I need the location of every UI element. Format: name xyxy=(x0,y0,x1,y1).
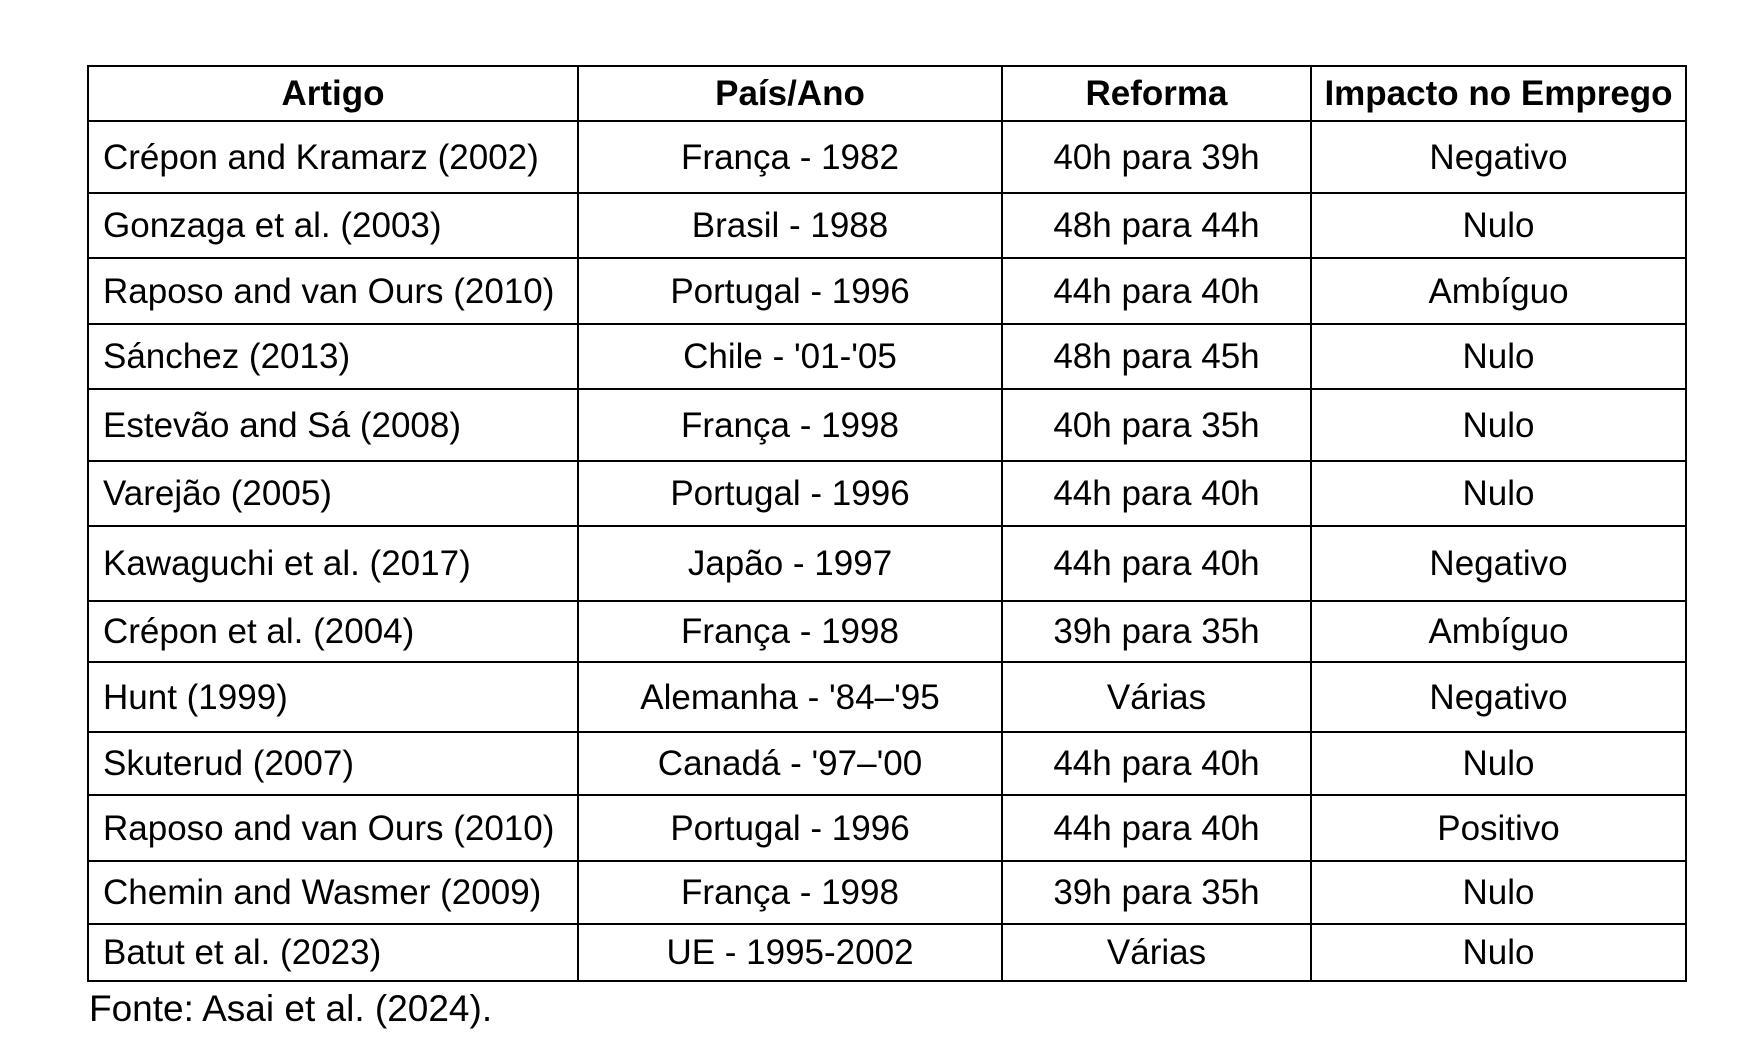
cell-impacto: Nulo xyxy=(1310,860,1687,925)
cell-reforma: Várias xyxy=(1001,661,1312,733)
cell-impacto: Nulo xyxy=(1310,388,1687,462)
cell-artigo: Skuterud (2007) xyxy=(87,731,579,796)
table-row: Chemin and Wasmer (2009) França - 1998 39h… xyxy=(87,860,1687,925)
cell-reforma: 44h para 40h xyxy=(1001,257,1312,325)
cell-reforma: 39h para 35h xyxy=(1001,600,1312,663)
cell-pais-ano: Portugal - 1996 xyxy=(577,460,1003,527)
table-header: Artigo País/Ano Reforma Impacto no Empre… xyxy=(87,65,1687,122)
studies-table: Artigo País/Ano Reforma Impacto no Empre… xyxy=(87,65,1687,982)
cell-pais-ano: França - 1998 xyxy=(577,600,1003,663)
cell-artigo: Chemin and Wasmer (2009) xyxy=(87,860,579,925)
cell-pais-ano: Portugal - 1996 xyxy=(577,794,1003,862)
cell-reforma: 40h para 39h xyxy=(1001,120,1312,194)
cell-artigo: Crépon and Kramarz (2002) xyxy=(87,120,579,194)
table-row: Batut et al. (2023) UE - 1995-2002 Várias N… xyxy=(87,923,1687,982)
cell-impacto: Ambíguo xyxy=(1310,257,1687,325)
table-row: Crépon et al. (2004) França - 1998 39h par… xyxy=(87,600,1687,663)
cell-artigo: Varejão (2005) xyxy=(87,460,579,527)
cell-reforma: 39h para 35h xyxy=(1001,860,1312,925)
cell-pais-ano: Brasil - 1988 xyxy=(577,192,1003,259)
cell-artigo: Sánchez (2013) xyxy=(87,323,579,390)
cell-artigo: Raposo and van Ours (2010) xyxy=(87,794,579,862)
cell-artigo: Hunt (1999) xyxy=(87,661,579,733)
cell-impacto: Nulo xyxy=(1310,731,1687,796)
table-row: Kawaguchi et al. (2017) Japão - 1997 44h p… xyxy=(87,525,1687,602)
table-row: Hunt (1999) Alemanha - '84–'95 Várias Negat… xyxy=(87,661,1687,733)
table-row: Sánchez (2013) Chile - '01-'05 48h para 45… xyxy=(87,323,1687,390)
cell-impacto: Ambíguo xyxy=(1310,600,1687,663)
cell-reforma: 48h para 45h xyxy=(1001,323,1312,390)
header-pais-ano: País/Ano xyxy=(577,65,1003,122)
cell-pais-ano: França - 1982 xyxy=(577,120,1003,194)
header-reforma: Reforma xyxy=(1001,65,1312,122)
cell-pais-ano: UE - 1995-2002 xyxy=(577,923,1003,982)
header-artigo: Artigo xyxy=(87,65,579,122)
table-row: Skuterud (2007) Canadá - '97–'00 44h para … xyxy=(87,731,1687,796)
cell-impacto: Negativo xyxy=(1310,661,1687,733)
studies-table-container: Artigo País/Ano Reforma Impacto no Empre… xyxy=(87,65,1687,982)
source-note: Fonte: Asai et al. (2024). xyxy=(89,988,493,1029)
table-row: Crépon and Kramarz (2002) França - 1982 40… xyxy=(87,120,1687,194)
cell-reforma: 44h para 40h xyxy=(1001,731,1312,796)
cell-artigo: Estevão and Sá (2008) xyxy=(87,388,579,462)
cell-impacto: Nulo xyxy=(1310,460,1687,527)
cell-reforma: 44h para 40h xyxy=(1001,460,1312,527)
header-row: Artigo País/Ano Reforma Impacto no Empre… xyxy=(87,65,1687,122)
cell-pais-ano: Portugal - 1996 xyxy=(577,257,1003,325)
cell-reforma: 44h para 40h xyxy=(1001,794,1312,862)
cell-artigo: Kawaguchi et al. (2017) xyxy=(87,525,579,602)
cell-impacto: Nulo xyxy=(1310,192,1687,259)
cell-pais-ano: Japão - 1997 xyxy=(577,525,1003,602)
cell-artigo: Batut et al. (2023) xyxy=(87,923,579,982)
cell-impacto: Positivo xyxy=(1310,794,1687,862)
table-row: Raposo and van Ours (2010) Portugal - 199… xyxy=(87,794,1687,862)
cell-artigo: Raposo and van Ours (2010) xyxy=(87,257,579,325)
cell-pais-ano: Alemanha - '84–'95 xyxy=(577,661,1003,733)
cell-pais-ano: Canadá - '97–'00 xyxy=(577,731,1003,796)
table-row: Varejão (2005) Portugal - 1996 44h para 40… xyxy=(87,460,1687,527)
header-impacto: Impacto no Emprego xyxy=(1310,65,1687,122)
cell-impacto: Negativo xyxy=(1310,525,1687,602)
table-row: Gonzaga et al. (2003) Brasil - 1988 48h pa… xyxy=(87,192,1687,259)
cell-reforma: Várias xyxy=(1001,923,1312,982)
table-row: Estevão and Sá (2008) França - 1998 40h pa… xyxy=(87,388,1687,462)
cell-impacto: Nulo xyxy=(1310,323,1687,390)
cell-impacto: Nulo xyxy=(1310,923,1687,982)
cell-pais-ano: França - 1998 xyxy=(577,860,1003,925)
cell-impacto: Negativo xyxy=(1310,120,1687,194)
table-body: Crépon and Kramarz (2002) França - 1982 40… xyxy=(87,120,1687,982)
cell-reforma: 44h para 40h xyxy=(1001,525,1312,602)
cell-reforma: 40h para 35h xyxy=(1001,388,1312,462)
cell-reforma: 48h para 44h xyxy=(1001,192,1312,259)
cell-artigo: Crépon et al. (2004) xyxy=(87,600,579,663)
cell-pais-ano: Chile - '01-'05 xyxy=(577,323,1003,390)
table-row: Raposo and van Ours (2010) Portugal - 199… xyxy=(87,257,1687,325)
cell-pais-ano: França - 1998 xyxy=(577,388,1003,462)
cell-artigo: Gonzaga et al. (2003) xyxy=(87,192,579,259)
